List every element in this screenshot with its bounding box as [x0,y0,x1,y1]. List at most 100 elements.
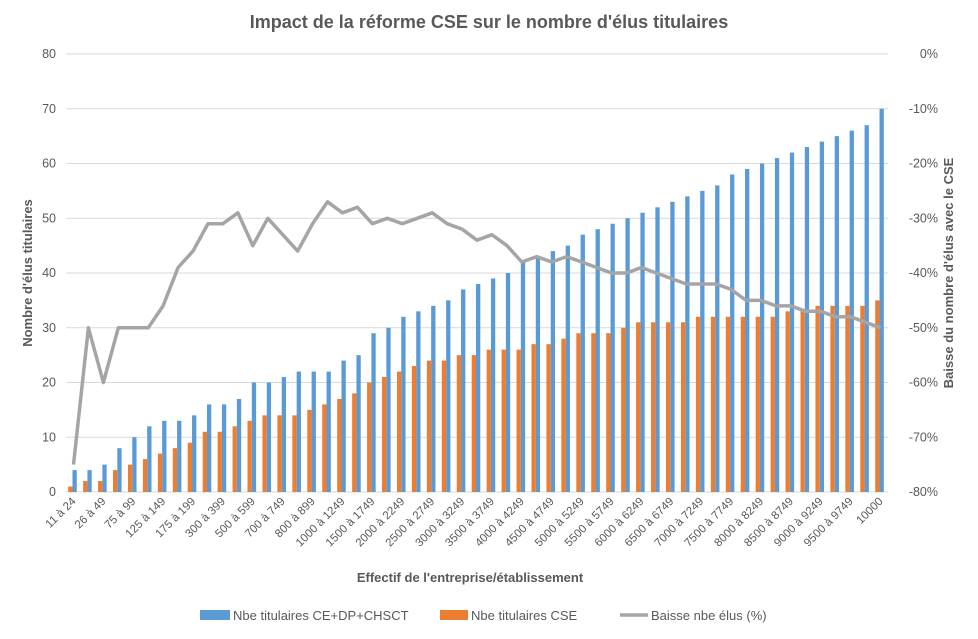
bar-ce-dp-chsct [625,218,630,492]
bar-cse [68,486,73,492]
bar-cse [636,322,641,492]
y2-tick-label: -70% [909,430,938,444]
bar-ce-dp-chsct [490,278,496,492]
bar-cse [800,311,805,492]
bar-cse [501,349,506,492]
y2-tick-label: -10% [909,102,938,116]
bar-ce-dp-chsct [72,470,77,492]
bar-ce-dp-chsct [147,426,152,492]
bar-cse [217,431,222,492]
line-baisse-elus [71,200,882,465]
bar-cse [471,355,476,492]
bar-cse [83,481,88,492]
bar-ce-dp-chsct [296,371,301,492]
bar-ce-dp-chsct [132,437,137,492]
bar-cse [665,322,671,492]
y-tick-label: 30 [42,321,56,335]
bar-ce-dp-chsct [759,163,765,492]
legend-label: Baisse nbe élus (%) [651,608,767,623]
bar-ce-dp-chsct [102,464,107,492]
legend-label: Nbe titulaires CSE [471,608,578,623]
bar-ce-dp-chsct [221,404,227,492]
bar-ce-dp-chsct [401,316,406,492]
y-tick-label: 0 [49,485,56,499]
bar-cse [875,300,880,492]
bar-cse [98,481,103,492]
legend-swatch [200,610,230,620]
bar-ce-dp-chsct [251,382,257,492]
x-axis-label: Effectif de l'entreprise/établissement [357,570,584,585]
bar-ce-dp-chsct [162,420,167,492]
bar-ce-dp-chsct [386,327,391,492]
y-axis-ticks: 0 10 20 30 40 50 60 70 80 [42,47,56,499]
bar-cse [770,316,775,492]
bar-cse [426,360,432,492]
bar-ce-dp-chsct [774,158,780,492]
bar-ce-dp-chsct [640,212,645,492]
y2-axis-ticks: -80% -70% -60% -50% -40% -30% -20% -10% 0% [909,47,938,499]
bar-cse [680,322,686,492]
bar-ce-dp-chsct [266,382,272,492]
bar-cse [576,333,581,492]
bar-cse [113,470,118,492]
bar-cse [292,415,297,492]
y2-tick-label: -60% [909,376,938,390]
bar-ce-dp-chsct [730,174,735,492]
y-tick-label: 10 [42,430,56,444]
bar-cse [142,459,148,492]
line-series [71,200,882,465]
bar-cse [232,426,237,492]
bar-cse [247,420,252,492]
bar-ce-dp-chsct [461,289,466,492]
bar-ce-dp-chsct [685,196,690,492]
bar-cse [262,415,267,492]
legend-label: Nbe titulaires CE+DP+CHSCT [233,608,409,623]
bar-ce-dp-chsct [505,273,511,492]
bar-cse [307,409,312,492]
bar-ce-dp-chsct [236,398,242,492]
bar-ce-dp-chsct [580,234,585,493]
bar-cse [561,338,566,492]
bar-cse [187,442,193,492]
bar-ce-dp-chsct [476,283,481,492]
y-axis-label: Nombre d'élus titulaires [20,199,35,347]
chart-title: Impact de la réforme CSE sur le nombre d… [250,12,728,32]
x-tick-label: 10000 [855,496,886,527]
bar-cse [755,316,760,492]
bar-cse [337,398,342,492]
bar-cse [411,366,417,492]
bar-ce-dp-chsct [879,108,884,492]
bar-ce-dp-chsct [341,360,346,492]
bar-ce-dp-chsct [117,448,122,492]
bar-ce-dp-chsct [595,229,600,492]
bar-cse [845,305,850,492]
bar-ce-dp-chsct [371,333,376,492]
bar-cse [157,453,163,492]
y2-tick-label: 0% [920,47,938,61]
bar-ce-dp-chsct [670,201,675,492]
y2-tick-label: -30% [909,211,938,225]
bar-cse [785,311,790,492]
y-tick-label: 50 [42,211,56,225]
bar-ce-dp-chsct [819,141,825,492]
bar-cse [172,448,178,492]
y-tick-label: 70 [42,102,56,116]
bar-cse [695,316,701,492]
bar-ce-dp-chsct [789,152,795,493]
bar-ce-dp-chsct [431,305,436,492]
bar-cse [486,349,491,492]
bar-cse [127,464,133,492]
y-tick-label: 60 [42,157,56,171]
bar-cse [202,431,207,492]
bar-ce-dp-chsct [446,300,451,492]
bar-cse [606,333,611,492]
bar-ce-dp-chsct [535,256,541,492]
y2-tick-label: -50% [909,321,938,335]
y-tick-label: 20 [42,376,56,390]
bar-cse [860,305,865,492]
bar-cse [456,355,462,492]
y2-axis-label: Baisse du nombre d'élus avec le CSE [941,157,956,388]
bar-ce-dp-chsct [655,207,660,493]
